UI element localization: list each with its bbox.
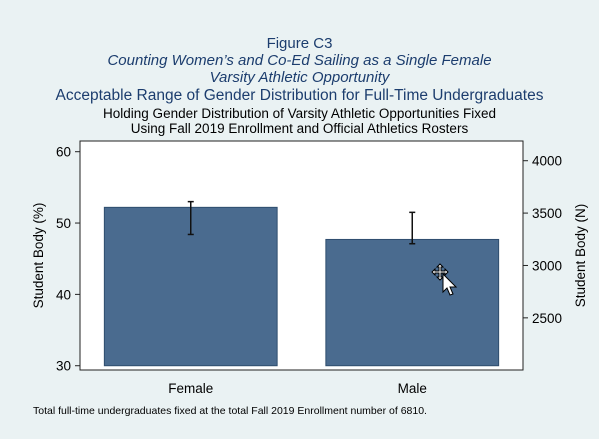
y2-tick-label: 4000 (532, 154, 562, 169)
error-bar-male (409, 211, 416, 245)
y-tick-label: 50 (56, 216, 71, 231)
title-line-3: Varsity Athletic Opportunity (209, 69, 390, 86)
x-tick-label: Male (398, 381, 427, 396)
y2-tick-label: 2500 (532, 311, 562, 326)
footnote: Total full-time undergraduates fixed at … (33, 405, 427, 417)
y2-tick-label: 3000 (532, 258, 562, 273)
subtitle-line-2: Using Fall 2019 Enrollment and Official … (130, 121, 469, 136)
x-tick-label: Female (168, 381, 213, 396)
y2-axis-label: Student Body (N) (573, 204, 588, 308)
subtitle-line-1: Holding Gender Distribution of Varsity A… (103, 106, 496, 121)
main-title: Acceptable Range of Gender Distribution … (55, 87, 544, 104)
figure-number: Figure C3 (266, 35, 333, 52)
title-line-2: Counting Women’s and Co-Ed Sailing as a … (107, 52, 492, 69)
y-tick-label: 40 (56, 287, 71, 302)
y-axis-label: Student Body (%) (31, 203, 46, 309)
error-bar-female (187, 200, 194, 236)
y-tick-label: 30 (56, 359, 71, 374)
mouse-cursor-icon (431, 263, 458, 296)
y-tick-label: 60 (56, 145, 71, 160)
y2-tick-label: 3500 (532, 206, 562, 221)
bar-male (325, 238, 500, 367)
